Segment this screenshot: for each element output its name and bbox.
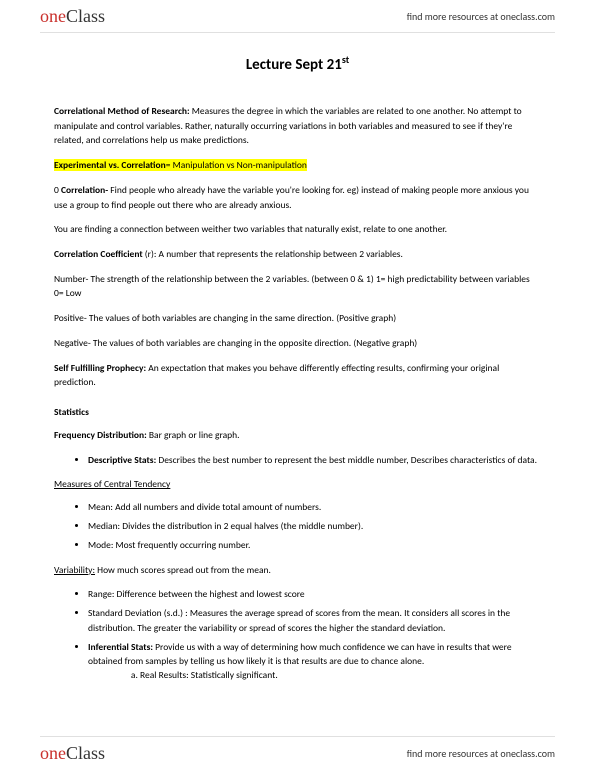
document-content: Lecture Sept 21st Correlational Method o… [0, 35, 595, 683]
label-correlational-method: Correlational Method of Research: [54, 105, 190, 117]
list-item: Inferential Stats: Provide us with a way… [88, 640, 541, 683]
text-coef: (r): A number that represents the relati… [143, 248, 403, 260]
label-self-fulfilling: Self Fulfilling Prophecy: [54, 362, 146, 374]
text-correlation: Find people who already have the variabl… [54, 184, 529, 211]
heading-central-tendency: Measures of Central Tendency [54, 477, 541, 492]
title-main: Lecture Sept 21 [246, 56, 342, 74]
footer-inner: oneClass find more resources at oneclass… [0, 739, 595, 770]
list-item: Real Results: Statistically significant. [140, 668, 541, 682]
label-variability: Variability: [54, 564, 95, 576]
list-central-tendency: Mean: Add all numbers and divide total a… [88, 500, 541, 553]
list-item: Mode: Most frequently occurring number. [88, 538, 541, 552]
list-item: Standard Deviation (s.d.) : Measures the… [88, 606, 541, 635]
label-correlation: Correlation- [61, 184, 108, 196]
heading-statistics: Statistics [54, 406, 541, 418]
list-inferential-sub: Real Results: Statistically significant. [140, 668, 541, 682]
footer-resources-link[interactable]: find more resources at oneclass.com [407, 747, 555, 760]
text-descriptive-stats: Describes the best number to represent t… [156, 454, 537, 466]
list-variability: Range: Difference between the highest an… [88, 587, 541, 683]
brand-logo-part1: one [40, 743, 66, 764]
list-item: Median: Divides the distribution in 2 eq… [88, 519, 541, 533]
brand-logo-part1: one [40, 6, 66, 27]
list-item: Mean: Add all numbers and divide total a… [88, 500, 541, 514]
para-self-fulfilling: Self Fulfilling Prophecy: An expectation… [54, 361, 541, 390]
footer-divider [40, 736, 555, 737]
text-variability: How much scores spread out from the mean… [95, 564, 271, 576]
page-header: oneClass find more resources at oneclass… [0, 0, 595, 32]
para-correlation-coefficient: Correlation Coefficient (r): A number th… [54, 247, 541, 262]
brand-logo[interactable]: oneClass [40, 6, 105, 27]
para-variability: Variability: How much scores spread out … [54, 563, 541, 578]
brand-logo-footer[interactable]: oneClass [40, 743, 105, 764]
text-exp-vs-corr: = Manipulation vs Non-manipulation [166, 159, 307, 171]
para-experimental-vs-correlation: Experimental vs. Correlation= Manipulati… [54, 158, 541, 173]
title-suffix: st [342, 53, 349, 66]
label-descriptive-stats: Descriptive Stats: [88, 454, 156, 466]
para-number: Number- The strength of the relationship… [54, 272, 541, 301]
correlation-marker: 0 [54, 184, 61, 196]
label-inferential-stats: Inferential Stats: [88, 641, 153, 653]
header-divider [40, 32, 555, 33]
label-coef: Correlation Coefficient [54, 248, 143, 260]
list-descriptive: Descriptive Stats: Describes the best nu… [88, 453, 541, 467]
brand-logo-part2: Class [66, 6, 105, 27]
label-exp-vs-corr: Experimental vs. Correlation [54, 159, 166, 171]
para-positive: Positive- The values of both variables a… [54, 311, 541, 326]
label-freq: Frequency Distribution: [54, 429, 147, 441]
para-correlation-def: 0 Correlation- Find people who already h… [54, 183, 541, 212]
header-resources-link[interactable]: find more resources at oneclass.com [407, 10, 555, 23]
page-footer: oneClass find more resources at oneclass… [0, 736, 595, 770]
text-freq: Bar graph or line graph. [147, 429, 240, 441]
para-correlational-method: Correlational Method of Research: Measur… [54, 104, 541, 148]
brand-logo-part2: Class [66, 743, 105, 764]
para-negative: Negative- The values of both variables a… [54, 336, 541, 351]
para-finding-connection: You are finding a connection between wei… [54, 222, 541, 237]
para-frequency-distribution: Frequency Distribution: Bar graph or lin… [54, 428, 541, 443]
list-item: Descriptive Stats: Describes the best nu… [88, 453, 541, 467]
list-item: Range: Difference between the highest an… [88, 587, 541, 601]
lecture-title: Lecture Sept 21st [54, 53, 541, 74]
